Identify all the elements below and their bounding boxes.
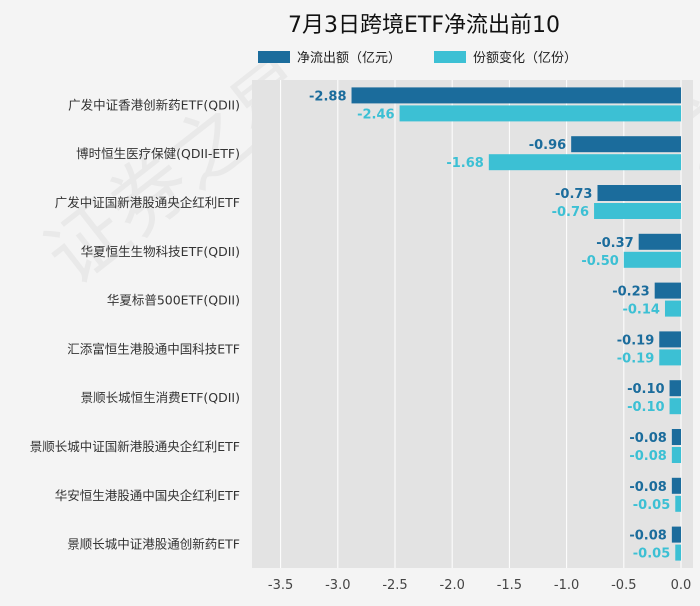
data-label: -1.68 — [446, 156, 483, 171]
bar-net-outflow — [654, 282, 681, 299]
data-label: -0.10 — [627, 400, 664, 415]
legend-swatch-share-change — [434, 51, 466, 63]
bar-share-change — [669, 398, 681, 415]
bars — [351, 87, 681, 561]
data-label: -0.14 — [622, 303, 659, 318]
chart-title: 7月3日跨境ETF净流出前10 — [288, 13, 560, 38]
data-label: -0.50 — [581, 254, 618, 269]
x-tick-label: -1.5 — [497, 578, 522, 593]
data-label: -0.08 — [629, 529, 666, 544]
value-labels: -2.88 -2.46 -0.96 -1.68 -0.73 -0.76 -0.37 -0.50… — [309, 89, 670, 561]
category-label: 华夏恒生生物科技ETF(QDII) — [81, 244, 240, 259]
legend: 净流出额（亿元） 份额变化（亿份） — [258, 50, 577, 66]
bar-net-outflow — [669, 380, 681, 397]
bar-net-outflow — [671, 429, 681, 445]
data-label: -0.19 — [617, 333, 654, 348]
category-label: 景顺长城恒生消费ETF(QDII) — [81, 390, 240, 405]
category-label: 广发中证国新港股通央企红利ETF — [55, 195, 240, 210]
data-label: -0.37 — [596, 236, 633, 251]
bar-share-change — [594, 203, 681, 219]
data-label: -0.96 — [529, 138, 566, 153]
bar-share-change — [488, 154, 681, 171]
x-tick-label: -2.5 — [382, 578, 407, 593]
bar-share-change — [675, 495, 681, 512]
bar-net-outflow — [638, 233, 681, 250]
data-label: -0.08 — [629, 449, 666, 464]
bar-net-outflow — [597, 185, 681, 201]
category-label: 汇添富恒生港股通中国科技ETF — [67, 341, 240, 356]
data-label: -2.88 — [309, 89, 346, 104]
data-label: -0.76 — [552, 205, 589, 220]
category-label: 广发中证香港创新药ETF(QDII) — [68, 97, 240, 112]
data-label: -0.23 — [612, 285, 649, 300]
data-label: -0.05 — [633, 498, 670, 513]
x-tick-label: -0.5 — [611, 578, 636, 593]
bar-net-outflow — [671, 526, 681, 543]
bar-share-change — [671, 447, 681, 463]
data-label: -0.73 — [555, 187, 592, 202]
data-label: -0.05 — [633, 547, 670, 562]
bar-share-change — [659, 349, 681, 366]
category-label: 华安恒生港股通中国央企红利ETF — [55, 488, 240, 503]
bar-share-change — [399, 105, 681, 122]
bar-share-change — [664, 300, 681, 317]
legend-label-net-outflow: 净流出额（亿元） — [297, 51, 401, 66]
bar-net-outflow — [351, 87, 681, 104]
bar-net-outflow — [571, 136, 681, 153]
x-tick-label: -3.0 — [325, 578, 350, 593]
data-label: -0.10 — [627, 382, 664, 397]
x-tick-label: -1.0 — [554, 578, 579, 593]
legend-swatch-net-outflow — [258, 51, 290, 63]
category-labels: 广发中证香港创新药ETF(QDII) 博时恒生医疗保健(QDII-ETF) 广发中证… — [30, 97, 240, 551]
x-tick-label: -3.5 — [268, 578, 293, 593]
bar-net-outflow — [671, 477, 681, 494]
data-label: -0.08 — [629, 431, 666, 446]
category-label: 景顺长城中证港股通创新药ETF — [67, 537, 240, 552]
bar-share-change — [623, 251, 681, 268]
category-label: 景顺长城中证国新港股通央企红利ETF — [30, 439, 240, 454]
x-axis-ticks: -3.5 -3.0 -2.5 -2.0 -1.5 -1.0 -0.5 0.0 — [268, 578, 691, 593]
x-tick-label: -2.0 — [440, 578, 465, 593]
plot-area — [252, 80, 693, 568]
category-label: 华夏标普500ETF(QDII) — [107, 293, 240, 308]
bar-net-outflow — [659, 331, 681, 348]
data-label: -0.08 — [629, 480, 666, 495]
category-label: 博时恒生医疗保健(QDII-ETF) — [76, 146, 240, 161]
x-tick-label: 0.0 — [671, 578, 692, 593]
data-label: -2.46 — [357, 107, 394, 122]
bar-share-change — [675, 544, 681, 561]
data-label: -0.19 — [617, 351, 654, 366]
legend-label-share-change: 份额变化（亿份） — [473, 50, 577, 66]
